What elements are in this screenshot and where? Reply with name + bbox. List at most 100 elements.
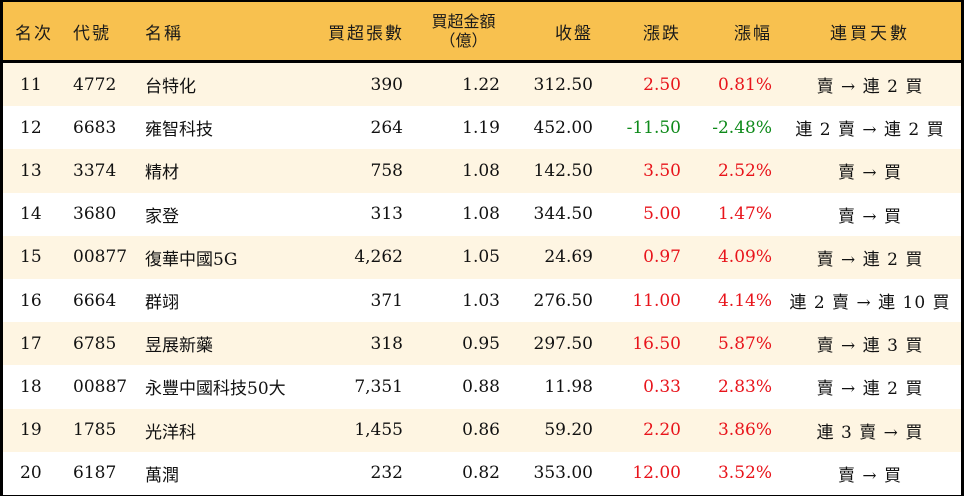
cell-consecutive-days: 賣 → 買 <box>837 465 903 486</box>
cell-code: 6785 <box>73 333 117 354</box>
cell-consecutive-days: 連 2 賣 → 連 2 買 <box>795 120 945 141</box>
cell-close: 142.50 <box>533 160 593 181</box>
cell-name: 昱展新藥 <box>145 336 213 357</box>
cell-consecutive-days: 賣 → 連 2 買 <box>816 77 924 98</box>
cell-code: 6683 <box>73 117 117 138</box>
cell-change: 5.00 <box>643 204 681 225</box>
cell-consecutive-days: 賣 → 連 2 買 <box>816 379 924 400</box>
cell-net-buy-amount: 1.08 <box>462 160 500 181</box>
cell-change: 0.33 <box>643 376 681 397</box>
table-row: 20 6187 萬潤 232 0.82 353.00 12.00 3.52% 賣… <box>3 451 961 495</box>
cell-change: 16.50 <box>632 333 681 354</box>
cell-change: 2.20 <box>643 420 681 441</box>
cell-name: 雍智科技 <box>145 120 213 141</box>
cell-change: 12.00 <box>632 463 681 484</box>
cell-change-pct: 3.52% <box>717 463 772 484</box>
table-row: 14 3680 家登 313 1.08 344.50 5.00 1.47% 賣 … <box>3 192 961 236</box>
header-net-buy-amount-line2: （億） <box>439 31 488 50</box>
cell-net-buy-lots: 4,262 <box>354 247 403 268</box>
cell-rank: 16 <box>20 290 42 311</box>
cell-change-pct: 2.52% <box>717 160 772 181</box>
cell-code: 4772 <box>73 74 117 95</box>
table-row: 16 6664 群翊 371 1.03 276.50 11.00 4.14% 連… <box>3 278 961 323</box>
header-code: 代號 <box>73 23 111 44</box>
cell-code: 3374 <box>73 160 117 181</box>
cell-net-buy-amount: 0.95 <box>462 333 500 354</box>
table-row: 19 1785 光洋科 1,455 0.86 59.20 2.20 3.86% … <box>3 408 961 452</box>
cell-close: 344.50 <box>533 204 593 225</box>
cell-net-buy-amount: 1.22 <box>462 74 500 95</box>
cell-net-buy-amount: 0.88 <box>462 376 500 397</box>
cell-rank: 11 <box>20 74 42 95</box>
cell-code: 00877 <box>73 247 128 268</box>
cell-net-buy-lots: 313 <box>370 204 403 225</box>
cell-name: 萬潤 <box>145 465 179 486</box>
cell-change: 2.50 <box>643 74 681 95</box>
cell-consecutive-days: 賣 → 連 3 買 <box>816 336 924 357</box>
cell-close: 24.69 <box>544 247 593 268</box>
table-row: 15 00877 復華中國5G 4,262 1.05 24.69 0.97 4.… <box>3 235 961 279</box>
cell-change: 3.50 <box>643 160 681 181</box>
cell-consecutive-days: 連 2 賣 → 連 10 買 <box>789 293 951 314</box>
cell-net-buy-amount: 0.82 <box>462 463 500 484</box>
cell-name: 永豐中國科技50大 <box>145 379 286 400</box>
cell-change-pct: 5.87% <box>717 333 772 354</box>
cell-consecutive-days: 賣 → 買 <box>837 163 903 184</box>
cell-net-buy-lots: 758 <box>370 160 403 181</box>
header-net-buy-amount: 買超金額 （億） <box>403 12 500 50</box>
header-change-pct: 漲幅 <box>734 23 772 44</box>
header-change: 漲跌 <box>643 23 681 44</box>
cell-change-pct: 1.47% <box>717 204 772 225</box>
cell-rank: 18 <box>20 376 42 397</box>
header-net-buy-lots: 買超張數 <box>328 23 404 44</box>
cell-net-buy-amount: 1.03 <box>462 290 500 311</box>
cell-name: 光洋科 <box>145 422 196 443</box>
cell-net-buy-amount: 1.05 <box>462 247 500 268</box>
cell-change-pct: 2.83% <box>717 376 772 397</box>
header-rank: 名次 <box>15 23 53 44</box>
cell-net-buy-lots: 264 <box>370 117 403 138</box>
header-name: 名稱 <box>145 23 183 44</box>
cell-net-buy-lots: 1,455 <box>354 420 403 441</box>
table-row: 13 3374 精材 758 1.08 142.50 3.50 2.52% 賣 … <box>3 149 961 193</box>
cell-change: 11.00 <box>632 290 681 311</box>
header-net-buy-amount-line1: 買超金額 <box>431 12 496 31</box>
cell-name: 家登 <box>145 206 179 227</box>
cell-code: 6187 <box>73 463 117 484</box>
cell-code: 1785 <box>73 420 117 441</box>
cell-close: 452.00 <box>533 117 593 138</box>
cell-net-buy-lots: 7,351 <box>354 376 403 397</box>
cell-close: 276.50 <box>533 290 593 311</box>
cell-net-buy-lots: 371 <box>370 290 403 311</box>
cell-close: 353.00 <box>533 463 593 484</box>
table-row: 18 00887 永豐中國科技50大 7,351 0.88 11.98 0.33… <box>3 365 961 409</box>
cell-code: 00887 <box>73 376 128 397</box>
header-close: 收盤 <box>555 23 593 44</box>
cell-consecutive-days: 賣 → 買 <box>837 206 903 227</box>
cell-net-buy-lots: 390 <box>370 74 403 95</box>
cell-consecutive-days: 連 3 賣 → 買 <box>816 422 924 443</box>
cell-name: 精材 <box>145 163 179 184</box>
table-body: 11 4772 台特化 390 1.22 312.50 2.50 0.81% 賣… <box>3 63 961 495</box>
cell-name: 台特化 <box>145 77 196 98</box>
cell-consecutive-days: 賣 → 連 2 買 <box>816 249 924 270</box>
cell-close: 297.50 <box>533 333 593 354</box>
cell-code: 3680 <box>73 204 117 225</box>
cell-close: 11.98 <box>544 376 593 397</box>
header-consecutive-days: 連買天數 <box>830 23 910 44</box>
table-header: 名次 代號 名稱 買超張數 買超金額 （億） 收盤 漲跌 漲幅 連買天數 <box>3 2 961 63</box>
cell-change-pct: 0.81% <box>717 74 772 95</box>
cell-net-buy-amount: 0.86 <box>462 420 500 441</box>
cell-name: 復華中國5G <box>145 249 238 270</box>
cell-change-pct: 4.14% <box>717 290 772 311</box>
cell-change-pct: 3.86% <box>717 420 772 441</box>
cell-change-pct: -2.48% <box>712 117 772 138</box>
table-row: 17 6785 昱展新藥 318 0.95 297.50 16.50 5.87%… <box>3 322 961 366</box>
cell-net-buy-lots: 318 <box>370 333 403 354</box>
cell-close: 312.50 <box>533 74 593 95</box>
cell-rank: 19 <box>20 420 42 441</box>
cell-rank: 13 <box>20 160 42 181</box>
cell-name: 群翊 <box>145 293 179 314</box>
cell-change: 0.97 <box>643 247 681 268</box>
